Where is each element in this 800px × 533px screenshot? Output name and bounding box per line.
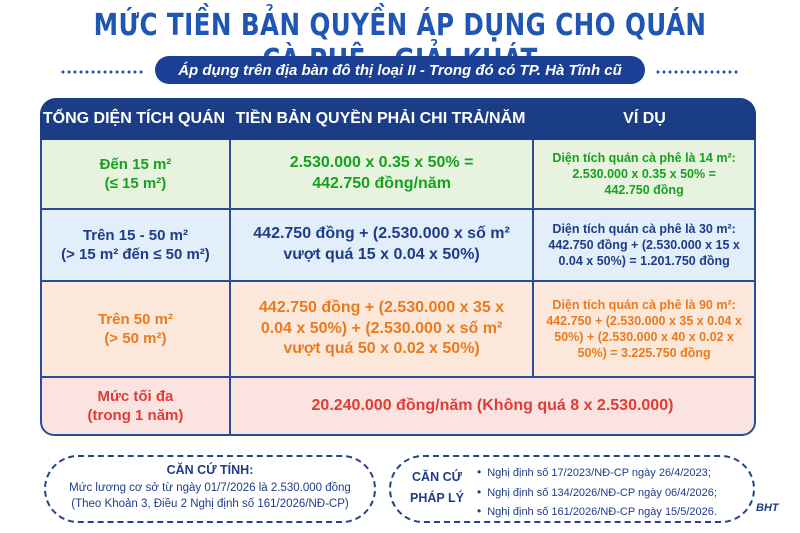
area-cell: Đến 15 m² (≤ 15 m²) <box>42 140 229 208</box>
fee-table: TỔNG DIỆN TÍCH QUÁN TIỀN BẢN QUYỀN PHẢI … <box>40 98 756 436</box>
table-row: Trên 15 - 50 m² (> 15 m² đến ≤ 50 m²) 44… <box>40 210 756 282</box>
area-cell: Trên 50 m² (> 50 m²) <box>42 282 229 376</box>
fee-line: 0.04 x 50%) + (2.530.000 x số m² <box>260 319 503 337</box>
area-line: Đến 15 m² <box>99 155 172 173</box>
fee-cell: 442.750 đồng + (2.530.000 x số m² vượt q… <box>228 210 532 280</box>
dots-decoration-right <box>655 70 740 74</box>
fee-cell: 442.750 đồng + (2.530.000 x 35 x 0.04 x … <box>228 282 532 376</box>
header-fee: TIỀN BẢN QUYỀN PHẢI CHI TRẢ/NĂM <box>235 110 526 127</box>
example-line: 0.04 x 50%) = 1.201.750 đồng <box>558 254 730 269</box>
area-line: (> 15 m² đến ≤ 50 m²) <box>61 246 210 263</box>
fee-line: vượt quá 15 x 0.04 x 50%) <box>283 246 480 263</box>
example-cell: Diện tích quán cà phê là 30 m²: 442.750 … <box>532 210 754 280</box>
list-item: Nghị định số 17/2023/NĐ-CP ngày 26/4/202… <box>477 463 717 483</box>
fee-line: vượt quá 50 x 0.02 x 50%) <box>283 340 480 358</box>
subtitle-banner: Áp dụng trên địa bàn đô thị loại II - Tr… <box>155 56 645 84</box>
dots-decoration-left <box>60 70 145 74</box>
calculation-basis-line: Mức lương cơ sở từ ngày 01/7/2026 là 2.5… <box>69 481 351 494</box>
example-cell: Diện tích quán cà phê là 14 m²: 2.530.00… <box>532 140 754 208</box>
area-line: Trên 15 - 50 m² <box>82 226 188 244</box>
fee-line: 442.750 đồng/năm <box>312 175 451 192</box>
table-row: Đến 15 m² (≤ 15 m²) 2.530.000 x 0.35 x 5… <box>40 140 756 210</box>
area-line: Mức tối đa <box>97 387 174 405</box>
legal-basis-label-line: CĂN CỨ <box>412 470 462 484</box>
example-line: Diện tích quán cà phê là 90 m²: <box>552 297 736 312</box>
list-item: Nghị định số 161/2026/NĐ-CP ngày 15/5/20… <box>477 502 717 522</box>
table-row-max: Mức tối đa (trong 1 năm) 20.240.000 đồng… <box>40 378 756 436</box>
area-cell: Trên 15 - 50 m² (> 15 m² đến ≤ 50 m²) <box>42 210 229 280</box>
example-line: Diện tích quán cà phê là 30 m²: <box>552 221 736 236</box>
example-line: 442.750 đồng <box>604 183 684 198</box>
calculation-basis-line: (Theo Khoản 3, Điều 2 Nghị định số 161/2… <box>71 497 349 510</box>
example-line: 50%) + (2.530.000 x 40 x 0.02 x <box>554 330 734 344</box>
list-item: Nghị định số 134/2026/NĐ-CP ngày 06/4/20… <box>477 483 717 503</box>
fee-line: 442.750 đồng + (2.530.000 x số m² <box>253 225 510 243</box>
header-example: VÍ DỤ <box>623 110 666 127</box>
area-line: (trong 1 năm) <box>87 407 184 424</box>
example-line: 2.530.000 x 0.35 x 50% = <box>572 166 716 181</box>
max-fee-cell: 20.240.000 đồng/năm (Không quá 8 x 2.530… <box>228 378 754 434</box>
legal-basis-label-line: PHÁP LÝ <box>410 491 464 506</box>
example-line: 442.750 đồng + (2.530.000 x 15 x <box>548 237 740 252</box>
legal-basis-label: CĂN CỨ PHÁP LÝ <box>407 467 467 510</box>
example-cell: Diện tích quán cà phê là 90 m²: 442.750 … <box>532 282 754 376</box>
calculation-basis-heading: CĂN CỨ TÍNH: <box>166 463 254 477</box>
fee-cell: 2.530.000 x 0.35 x 50% = 442.750 đồng/nă… <box>228 140 532 208</box>
fee-line: 442.750 đồng + (2.530.000 x 35 x <box>259 298 505 316</box>
legal-basis-list: Nghị định số 17/2023/NĐ-CP ngày 26/4/202… <box>477 463 717 522</box>
table-row: Trên 50 m² (> 50 m²) 442.750 đồng + (2.5… <box>40 282 756 378</box>
table-header: TỔNG DIỆN TÍCH QUÁN TIỀN BẢN QUYỀN PHẢI … <box>40 98 756 140</box>
area-line: (> 50 m²) <box>104 330 167 347</box>
area-line: Trên 50 m² <box>97 310 173 328</box>
example-line: 50%) = 3.225.750 đồng <box>577 346 711 361</box>
calculation-basis-box: CĂN CỨ TÍNH: Mức lương cơ sở từ ngày 01/… <box>44 455 376 523</box>
max-fee-text: 20.240.000 đồng/năm (Không quá 8 x 2.530… <box>311 396 674 414</box>
example-line: Diện tích quán cà phê là 14 m²: <box>552 150 736 165</box>
area-line: (≤ 15 m²) <box>104 175 167 192</box>
legal-basis-box: CĂN CỨ PHÁP LÝ Nghị định số 17/2023/NĐ-C… <box>389 455 755 523</box>
fee-line: 2.530.000 x 0.35 x 50% = <box>289 154 474 172</box>
header-area: TỔNG DIỆN TÍCH QUÁN <box>42 110 226 127</box>
example-line: 442.750 + (2.530.000 x 35 x 0.04 x <box>546 313 742 328</box>
watermark-logo: BHT <box>756 502 779 514</box>
area-cell: Mức tối đa (trong 1 năm) <box>42 378 229 434</box>
